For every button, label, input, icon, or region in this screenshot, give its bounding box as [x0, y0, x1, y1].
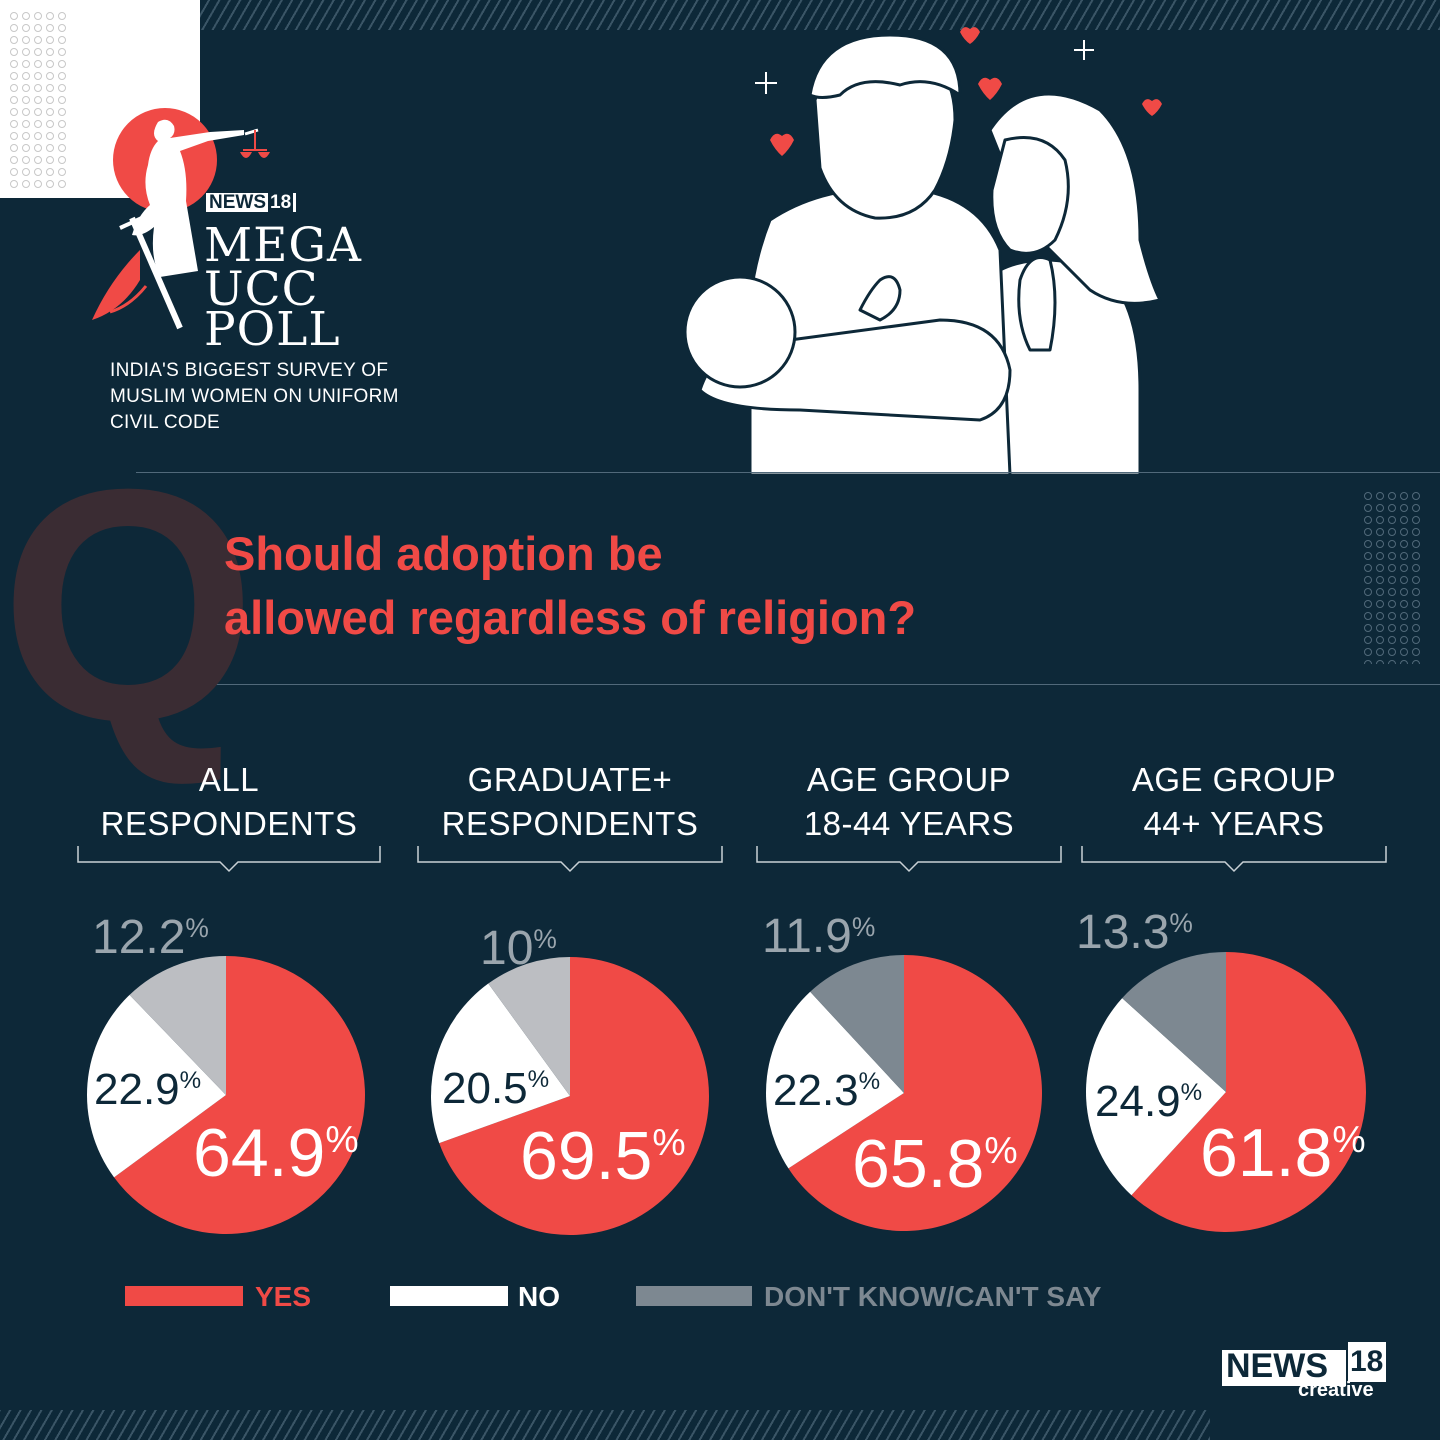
- label-no: 20.5%: [442, 1064, 550, 1113]
- pie-slice-dont-know: [810, 955, 904, 1093]
- dot-grid-right-icon: [1364, 492, 1420, 664]
- pie-slice-dont-know: [129, 956, 226, 1095]
- group-bracket: [77, 846, 381, 873]
- family-illustration-icon: [683, 27, 1162, 475]
- question-letter-q: Q: [0, 420, 257, 789]
- footer-creative-text: creative: [1298, 1379, 1374, 1401]
- legend-label: DON'T KNOW/CAN'T SAY: [764, 1281, 1102, 1312]
- pie-slice-no: [431, 983, 570, 1144]
- label-no: 22.3%: [773, 1066, 881, 1115]
- group-label: GRADUATE+ RESPONDENTS: [418, 758, 722, 846]
- group-bracket: [417, 846, 723, 873]
- label-yes: 61.8%: [1200, 1115, 1366, 1191]
- pie-slice-yes: [788, 955, 1042, 1232]
- group-label-line-1: ALL: [198, 761, 260, 798]
- group-label-line-1: GRADUATE+: [467, 761, 673, 798]
- news-logo-text: NEWS: [209, 192, 266, 213]
- group-label-line-2: 44+ YEARS: [1143, 805, 1325, 842]
- news18-creative-logo: NEWS 18 creative: [1220, 1342, 1390, 1402]
- pie-slice-dont-know: [1122, 952, 1226, 1092]
- group-label-line-2: RESPONDENTS: [441, 805, 699, 842]
- divider-top: [136, 472, 1440, 473]
- group-label-line-2: 18-44 YEARS: [803, 805, 1015, 842]
- label-dont-know: 10%: [480, 922, 557, 975]
- pie-slice-no: [766, 991, 904, 1169]
- pie-slice-dont-know: [488, 957, 570, 1096]
- label-yes: 69.5%: [520, 1118, 686, 1194]
- group-label: AGE GROUP 44+ YEARS: [1082, 758, 1386, 846]
- pie-slice-yes: [1131, 952, 1366, 1232]
- label-no: 22.9%: [94, 1065, 202, 1114]
- label-dont-know: 12.2%: [92, 911, 209, 964]
- poll-title-mega: MEGA: [204, 218, 362, 273]
- legend-swatch: [125, 1286, 243, 1306]
- group-label: AGE GROUP 18-44 YEARS: [757, 758, 1061, 846]
- corner-dot-pattern: [0, 0, 200, 198]
- legend-label: NO: [518, 1281, 560, 1312]
- divider-bottom: [160, 684, 1440, 685]
- pie-slice-no: [86, 994, 226, 1178]
- legend-swatch: [390, 1286, 508, 1306]
- lady-justice-logo-icon: [92, 108, 270, 330]
- pie-slice-yes: [439, 957, 709, 1235]
- group-label-line-1: AGE GROUP: [1131, 761, 1337, 798]
- question-line-2: allowed regardless of religion?: [224, 591, 917, 644]
- group-bracket: [756, 846, 1062, 873]
- news18-logo-badge: NEWS 18: [206, 192, 297, 213]
- top-hatch-strip: [200, 0, 1440, 30]
- poll-title-ucc: UCC: [204, 262, 319, 317]
- legend-swatch: [636, 1286, 752, 1306]
- label-yes: 65.8%: [852, 1126, 1018, 1202]
- bottom-hatch-strip: [0, 1410, 1210, 1440]
- poll-title-poll: POLL: [204, 302, 341, 357]
- pie-slice-no: [1085, 998, 1226, 1196]
- news-logo-sup: 18: [268, 192, 294, 213]
- group-label-line-1: AGE GROUP: [806, 761, 1012, 798]
- footer-news-text: NEWS: [1226, 1347, 1328, 1385]
- label-dont-know: 11.9%: [762, 910, 876, 963]
- question-line-1: Should adoption be: [224, 527, 663, 580]
- group-label: ALL RESPONDENTS: [78, 758, 380, 846]
- group-bracket: [1081, 846, 1387, 873]
- label-dont-know: 13.3%: [1076, 906, 1193, 959]
- dot-grid-icon: [10, 12, 66, 188]
- footer-sup-text: 18: [1350, 1345, 1384, 1378]
- group-label-line-2: RESPONDENTS: [100, 805, 358, 842]
- survey-subtitle: INDIA'S BIGGEST SURVEY OF MUSLIM WOMEN O…: [110, 360, 399, 433]
- label-yes: 64.9%: [193, 1115, 359, 1191]
- pie-slice-yes: [114, 956, 365, 1234]
- label-no: 24.9%: [1095, 1077, 1203, 1126]
- legend-label: YES: [255, 1281, 312, 1312]
- question-text: Should adoption be allowed regardless of…: [224, 522, 1124, 650]
